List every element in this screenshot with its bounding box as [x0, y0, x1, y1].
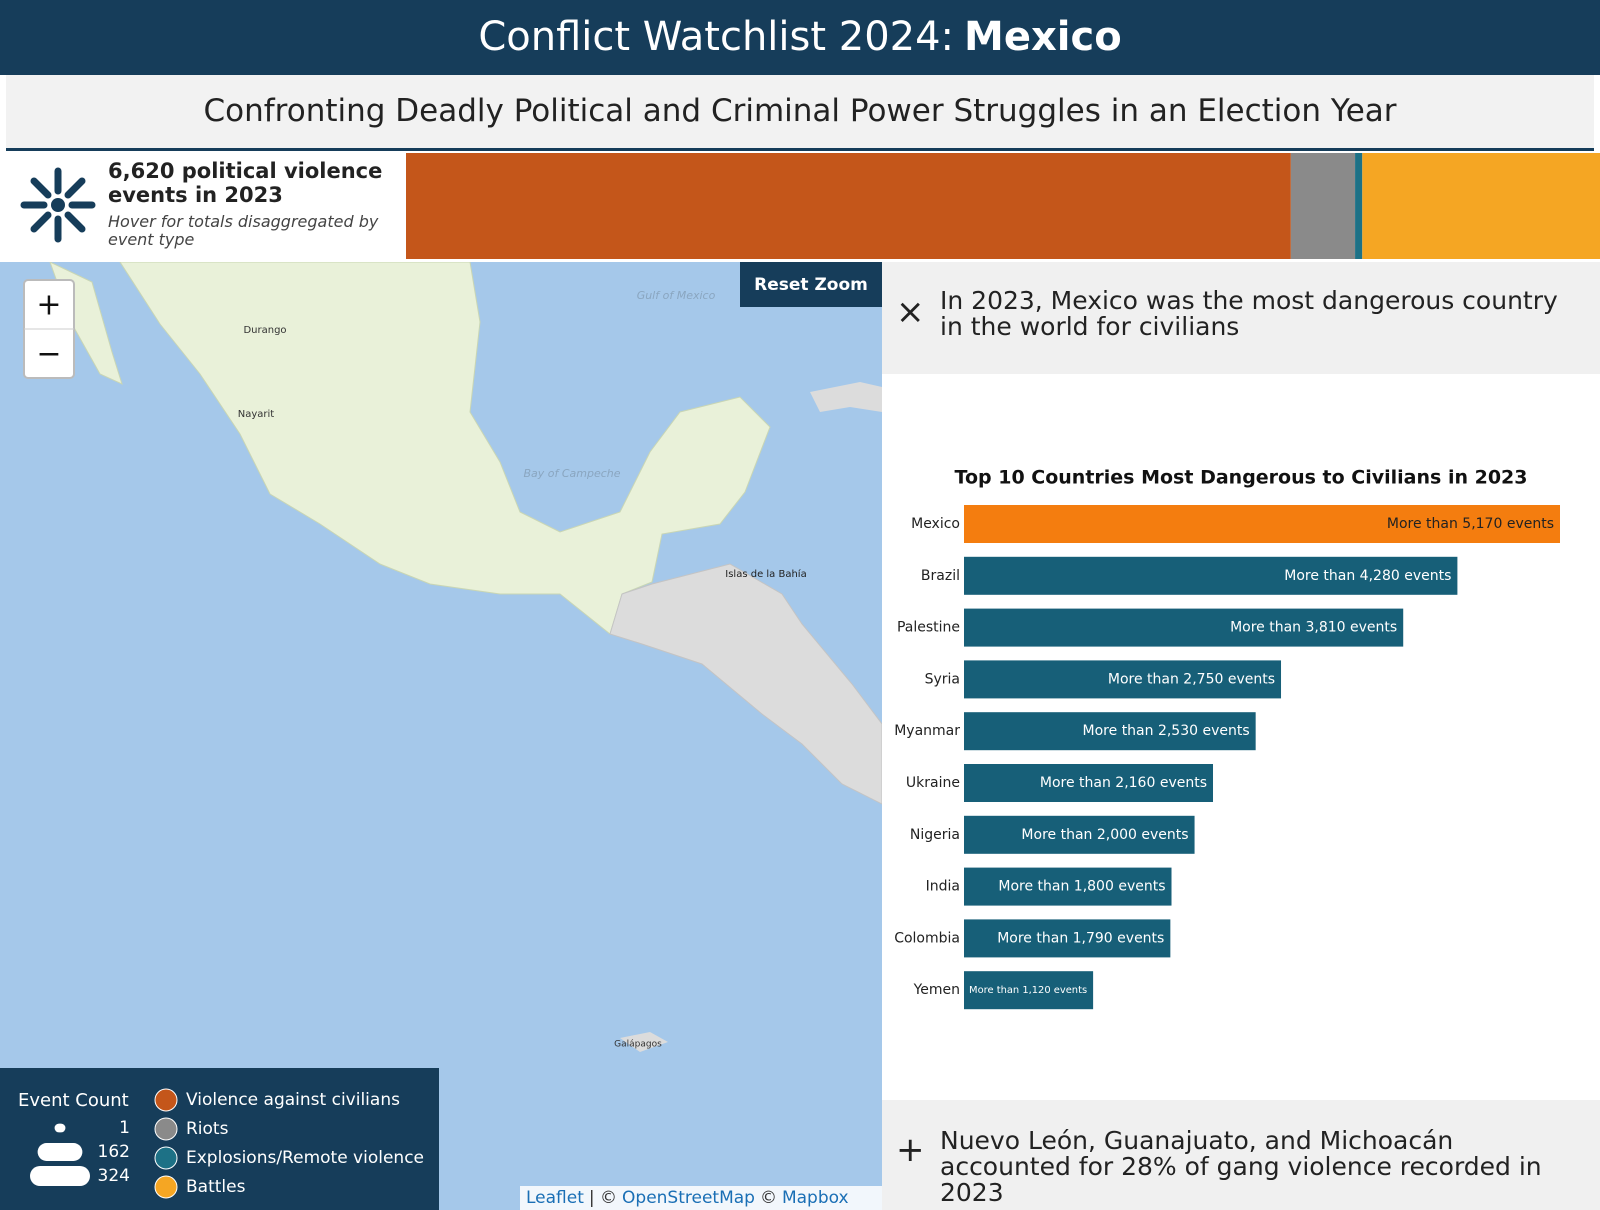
- title: Conflict Watchlist 2024:: [478, 14, 955, 60]
- side-panel: × In 2023, Mexico was the most dangerous…: [882, 262, 1600, 1210]
- category-label: Colombia: [894, 930, 960, 946]
- attribution: Leaflet | © OpenStreetMap © Mapbox: [526, 1188, 849, 1208]
- bar[interactable]: [964, 505, 1560, 543]
- size-swatch: [54, 1123, 66, 1133]
- map-label: Islas de la Bahía: [725, 568, 806, 580]
- value-label: More than 5,170 events: [1387, 516, 1554, 532]
- value-label: More than 2,530 events: [1083, 723, 1250, 739]
- event-segment[interactable]: [1355, 153, 1363, 259]
- accordion-title: Nuevo León, Guanajuato, and Michoacán ac…: [940, 1126, 1542, 1207]
- bar[interactable]: [964, 556, 1458, 595]
- accordion-header[interactable]: × In 2023, Mexico was the most dangerous…: [882, 262, 1600, 374]
- map[interactable]: Gulf of Mexico Bay of Campeche Durango Naya…: [0, 262, 882, 1210]
- zoom-out[interactable]: −: [36, 337, 61, 372]
- value-label: More than 2,750 events: [1108, 671, 1275, 687]
- chart-title: Top 10 Countries Most Dangerous to Civil…: [955, 467, 1528, 489]
- zoom-in[interactable]: +: [36, 288, 61, 323]
- event-segment[interactable]: [1362, 153, 1600, 259]
- bar[interactable]: [964, 815, 1195, 854]
- value-label: More than 1,790 events: [997, 930, 1164, 946]
- attribution-part[interactable]: OpenStreetMap: [622, 1188, 755, 1208]
- value-label: More than 4,280 events: [1284, 568, 1451, 584]
- close-icon[interactable]: ×: [896, 292, 925, 332]
- legend-label[interactable]: Violence against civilians: [186, 1090, 400, 1110]
- bar-chart: Top 10 Countries Most Dangerous to Civil…: [894, 467, 1560, 1010]
- legend-title: Event Count: [18, 1090, 129, 1111]
- legend-label[interactable]: Riots: [186, 1119, 229, 1139]
- category-label: Nigeria: [910, 827, 960, 843]
- attribution-part[interactable]: Mapbox: [782, 1188, 849, 1208]
- size-label: 162: [98, 1142, 130, 1162]
- header: Conflict Watchlist 2024: Mexico: [0, 0, 1600, 75]
- category-label: Syria: [925, 671, 960, 687]
- category-label: Palestine: [897, 620, 960, 636]
- map-label: Gulf of Mexico: [637, 289, 716, 302]
- value-label: More than 2,000 events: [1021, 827, 1188, 843]
- bar[interactable]: [964, 764, 1214, 802]
- size-swatch: [30, 1166, 90, 1186]
- event-segment[interactable]: [1290, 153, 1356, 259]
- logo: [20, 167, 96, 243]
- category-label: Brazil: [921, 568, 960, 584]
- summary-box: 6,620 political violence events in 2023 …: [6, 153, 406, 259]
- attribution-box: [520, 1186, 882, 1210]
- size-swatch: [37, 1143, 83, 1161]
- bar[interactable]: [964, 971, 1094, 1010]
- map-label: Bay of Campeche: [523, 467, 620, 480]
- category-label: Mexico: [911, 516, 960, 532]
- legend-label[interactable]: Explosions/Remote violence: [186, 1148, 424, 1168]
- reset-zoom-label: Reset Zoom: [754, 275, 868, 295]
- accordion-header[interactable]: + Nuevo León, Guanajuato, and Michoacán …: [882, 1100, 1600, 1210]
- value-label: More than 2,160 events: [1040, 775, 1207, 791]
- bar[interactable]: [964, 660, 1282, 699]
- bar[interactable]: [964, 867, 1172, 906]
- event-type-bar[interactable]: [406, 153, 1600, 259]
- value-label: More than 1,800 events: [998, 879, 1165, 895]
- legend-swatch: [154, 1117, 178, 1141]
- attribution-part[interactable]: Leaflet: [526, 1188, 584, 1208]
- event-segment[interactable]: [406, 153, 1291, 259]
- bar[interactable]: [964, 712, 1256, 751]
- expand-icon[interactable]: +: [896, 1130, 925, 1170]
- category-label: Ukraine: [906, 775, 960, 791]
- legend-label[interactable]: Battles: [186, 1177, 246, 1197]
- bar[interactable]: [964, 608, 1404, 647]
- attribution-part: | ©: [589, 1188, 617, 1208]
- map-label: Durango: [243, 325, 286, 336]
- legend-swatch: [154, 1146, 178, 1170]
- value-label: More than 3,810 events: [1230, 620, 1397, 636]
- title-emphasis: Mexico: [964, 14, 1122, 60]
- legend-swatch: [154, 1175, 178, 1199]
- map-label: Galápagos: [614, 1040, 662, 1050]
- legend-box: [0, 1068, 439, 1210]
- accordion-title: In 2023, Mexico was the most dangerous c…: [940, 286, 1558, 341]
- headline: 6,620 political violence events in 2023: [108, 159, 383, 207]
- value-label: More than 1,120 events: [969, 985, 1087, 996]
- category-label: India: [926, 879, 960, 895]
- map-label: Nayarit: [238, 409, 275, 420]
- category-label: Yemen: [913, 982, 960, 998]
- attribution-part: ©: [760, 1188, 777, 1208]
- size-label: 1: [119, 1118, 130, 1138]
- hint: Hover for totals disaggregated by event …: [108, 212, 379, 249]
- size-label: 324: [98, 1166, 130, 1186]
- subtitle: Confronting Deadly Political and Crimina…: [6, 75, 1594, 151]
- bar[interactable]: [964, 919, 1171, 958]
- reset-zoom-button[interactable]: [740, 262, 882, 307]
- category-label: Myanmar: [894, 723, 960, 739]
- legend-swatch: [154, 1088, 178, 1112]
